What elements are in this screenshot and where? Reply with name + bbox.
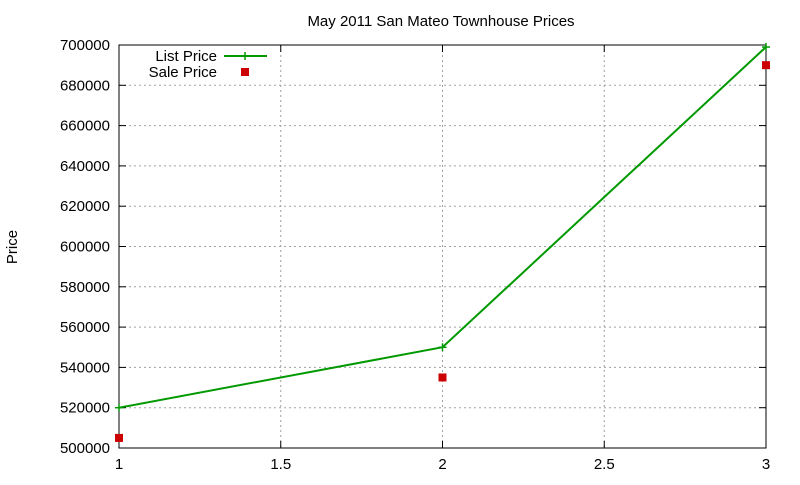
x-tick-label: 3 [762, 456, 770, 473]
list-price-point [438, 343, 447, 352]
y-tick-label: 520000 [60, 400, 110, 417]
grid-lines [119, 45, 766, 448]
series-layer [115, 43, 770, 442]
x-tick-label: 1.5 [270, 456, 291, 473]
sale-price-point [438, 373, 447, 382]
sale-price-point [115, 433, 123, 442]
legend-label-list-price: List Price [155, 48, 217, 65]
x-tick-label: 2 [438, 456, 446, 473]
x-tick-label: 1 [115, 456, 123, 473]
legend-swatch-sale-price [241, 68, 249, 76]
list-price-point [115, 403, 123, 412]
legend-label-sale-price: Sale Price [149, 64, 217, 81]
y-tick-label: 680000 [60, 77, 110, 94]
x-tick-label: 2.5 [594, 456, 615, 473]
y-tick-label: 540000 [60, 359, 110, 376]
chart-title: May 2011 San Mateo Townhouse Prices [307, 13, 574, 30]
list-price-point [762, 43, 770, 52]
y-tick-label: 580000 [60, 279, 110, 296]
y-tick-label: 620000 [60, 198, 110, 215]
legend-marker-list-price [241, 52, 249, 60]
y-tick-label: 600000 [60, 239, 110, 256]
y-axis-label: Price [4, 230, 21, 264]
y-tick-label: 700000 [60, 37, 110, 54]
y-tick-label: 640000 [60, 158, 110, 175]
axis-ticks: 500000 520000 540000 560000 580000 600000 6200… [60, 37, 770, 473]
y-tick-label: 660000 [60, 118, 110, 135]
sale-price-point [762, 61, 770, 70]
y-tick-label: 560000 [60, 319, 110, 336]
y-tick-label: 500000 [60, 440, 110, 457]
